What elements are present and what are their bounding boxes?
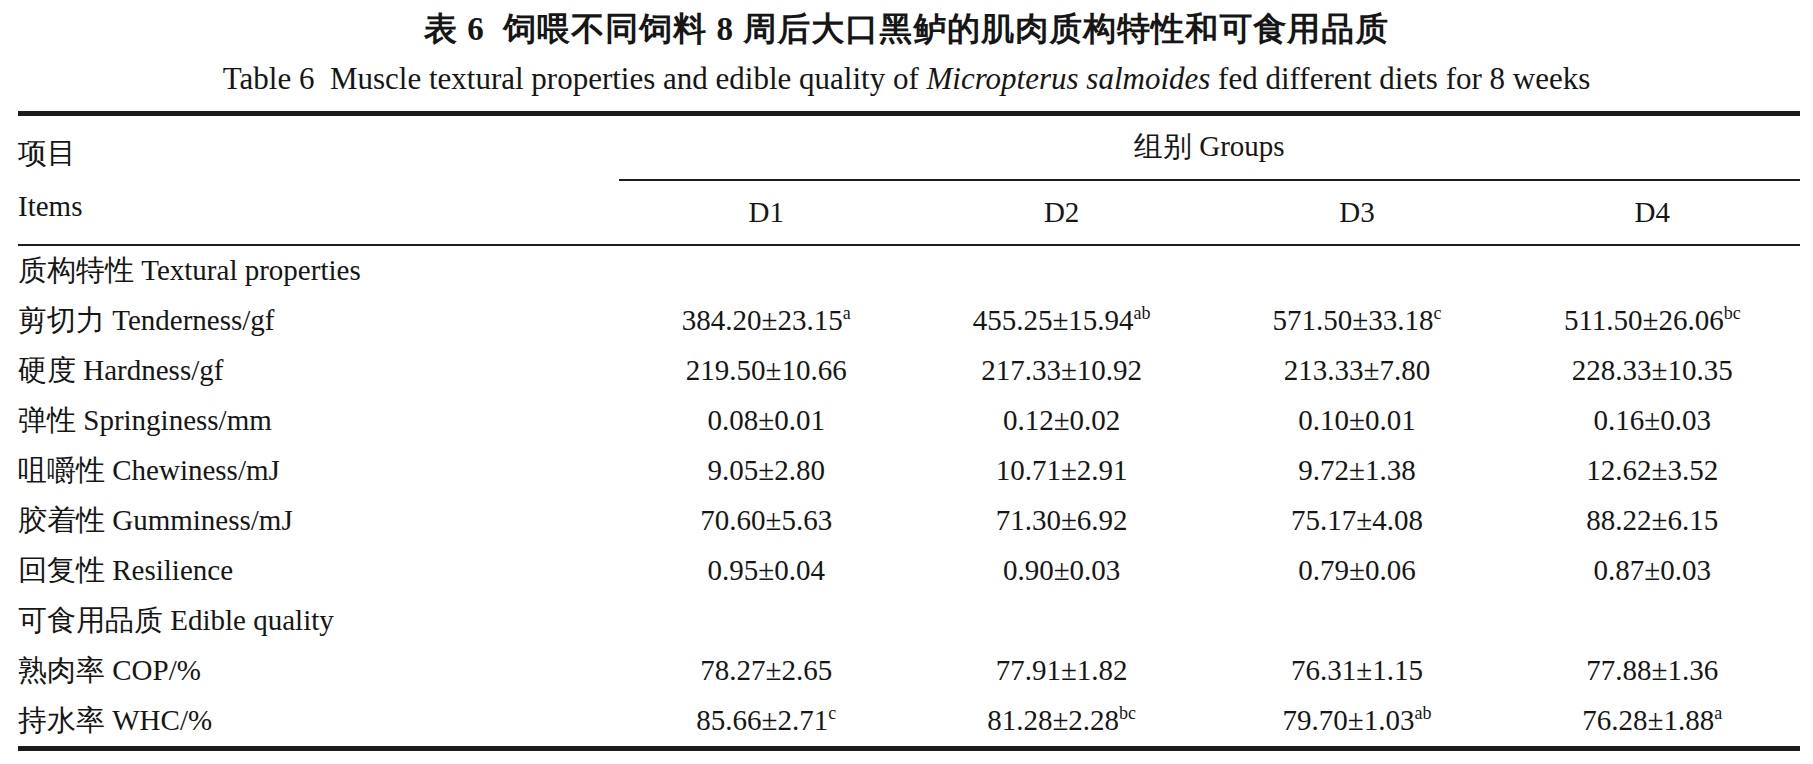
header-row-groups: 项目 Items 组别 Groups (18, 113, 1800, 180)
section-row-textural: 质构特性 Textural properties (18, 245, 1800, 296)
value-cell: 79.70±1.03ab (1209, 696, 1504, 749)
paper-table-page: 表 6 饲喂不同饲料 8 周后大口黑鲈的肌肉质构特性和可食用品质 Table 6… (0, 0, 1813, 764)
value-cell: 78.27±2.65 (619, 646, 914, 696)
significance-superscript: c (1433, 304, 1441, 324)
value-cell (1505, 596, 1800, 646)
significance-superscript: c (828, 704, 836, 724)
value-cell: 0.79±0.06 (1209, 546, 1504, 596)
significance-superscript: bc (1724, 304, 1741, 324)
table-row-gumminess: 胶着性 Gumminess/mJ 70.60±5.63 71.30±6.92 7… (18, 496, 1800, 546)
value-cell: 85.66±2.71c (619, 696, 914, 749)
value-cell (619, 596, 914, 646)
results-table: 项目 Items 组别 Groups D1 D2 D3 D4 质构特性 Text… (18, 111, 1800, 751)
row-label: 咀嚼性 Chewiness/mJ (18, 446, 619, 496)
significance-superscript: ab (1414, 704, 1431, 724)
significance-superscript: a (1714, 704, 1722, 724)
value-cell: 0.90±0.03 (914, 546, 1209, 596)
value-cell: 77.88±1.36 (1505, 646, 1800, 696)
value-cell: 76.31±1.15 (1209, 646, 1504, 696)
value-cell: 77.91±1.82 (914, 646, 1209, 696)
value-cell: 217.33±10.92 (914, 346, 1209, 396)
row-label: 回复性 Resilience (18, 546, 619, 596)
row-label: 熟肉率 COP/% (18, 646, 619, 696)
table-row-whc: 持水率 WHC/% 85.66±2.71c 81.28±2.28bc 79.70… (18, 696, 1800, 749)
value-cell: 384.20±23.15a (619, 296, 914, 346)
table-row-springiness: 弹性 Springiness/mm 0.08±0.01 0.12±0.02 0.… (18, 396, 1800, 446)
column-header-d3: D3 (1209, 180, 1504, 245)
table-title-en: Table 6 Muscle textural properties and e… (0, 60, 1813, 97)
significance-superscript: a (843, 304, 851, 324)
value-cell: 228.33±10.35 (1505, 346, 1800, 396)
value-cell (914, 596, 1209, 646)
significance-superscript: ab (1134, 304, 1151, 324)
value-cell (914, 245, 1209, 296)
value-cell: 9.05±2.80 (619, 446, 914, 496)
value-cell: 76.28±1.88a (1505, 696, 1800, 749)
row-label: 剪切力 Tenderness/gf (18, 296, 619, 346)
row-label: 硬度 Hardness/gf (18, 346, 619, 396)
table-row-hardness: 硬度 Hardness/gf 219.50±10.66 217.33±10.92… (18, 346, 1800, 396)
value-cell: 81.28±2.28bc (914, 696, 1209, 749)
value-cell: 0.12±0.02 (914, 396, 1209, 446)
column-header-d4: D4 (1505, 180, 1800, 245)
significance-superscript: bc (1119, 704, 1136, 724)
section-label: 可食用品质 Edible quality (18, 596, 619, 646)
column-header-d2: D2 (914, 180, 1209, 245)
row-label: 持水率 WHC/% (18, 696, 619, 749)
row-label: 胶着性 Gumminess/mJ (18, 496, 619, 546)
value-cell (1505, 245, 1800, 296)
table-row-resilience: 回复性 Resilience 0.95±0.04 0.90±0.03 0.79±… (18, 546, 1800, 596)
value-cell (1209, 245, 1504, 296)
table-row-chewiness: 咀嚼性 Chewiness/mJ 9.05±2.80 10.71±2.91 9.… (18, 446, 1800, 496)
row-label: 弹性 Springiness/mm (18, 396, 619, 446)
header-items-en: Items (18, 190, 619, 223)
value-cell: 0.16±0.03 (1505, 396, 1800, 446)
value-cell: 0.95±0.04 (619, 546, 914, 596)
value-cell (619, 245, 914, 296)
table-row-cop: 熟肉率 COP/% 78.27±2.65 77.91±1.82 76.31±1.… (18, 646, 1800, 696)
value-cell: 571.50±33.18c (1209, 296, 1504, 346)
header-items-cell: 项目 Items (18, 113, 619, 245)
table-row-tenderness: 剪切力 Tenderness/gf 384.20±23.15a 455.25±1… (18, 296, 1800, 346)
value-cell: 10.71±2.91 (914, 446, 1209, 496)
value-cell: 12.62±3.52 (1505, 446, 1800, 496)
table-title-en-suffix: fed different diets for 8 weeks (1210, 61, 1590, 96)
value-cell: 455.25±15.94ab (914, 296, 1209, 346)
value-cell: 0.10±0.01 (1209, 396, 1504, 446)
header-groups-cell: 组别 Groups (619, 113, 1800, 180)
value-cell: 88.22±6.15 (1505, 496, 1800, 546)
value-cell: 0.87±0.03 (1505, 546, 1800, 596)
value-cell: 213.33±7.80 (1209, 346, 1504, 396)
species-name: Micropterus salmoides (926, 61, 1210, 96)
section-label: 质构特性 Textural properties (18, 245, 619, 296)
value-cell: 219.50±10.66 (619, 346, 914, 396)
value-cell (1209, 596, 1504, 646)
value-cell: 71.30±6.92 (914, 496, 1209, 546)
table-title-zh: 表 6 饲喂不同饲料 8 周后大口黑鲈的肌肉质构特性和可食用品质 (0, 0, 1813, 50)
value-cell: 70.60±5.63 (619, 496, 914, 546)
section-row-edible-quality: 可食用品质 Edible quality (18, 596, 1800, 646)
table-title-en-prefix: Table 6 Muscle textural properties and e… (223, 61, 927, 96)
value-cell: 9.72±1.38 (1209, 446, 1504, 496)
value-cell: 0.08±0.01 (619, 396, 914, 446)
header-items-zh: 项目 (18, 134, 619, 174)
value-cell: 511.50±26.06bc (1505, 296, 1800, 346)
column-header-d1: D1 (619, 180, 914, 245)
value-cell: 75.17±4.08 (1209, 496, 1504, 546)
